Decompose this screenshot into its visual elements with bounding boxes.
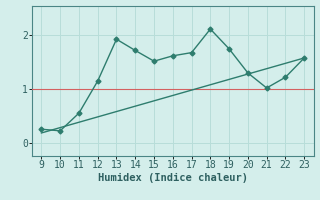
X-axis label: Humidex (Indice chaleur): Humidex (Indice chaleur) [98, 173, 248, 183]
